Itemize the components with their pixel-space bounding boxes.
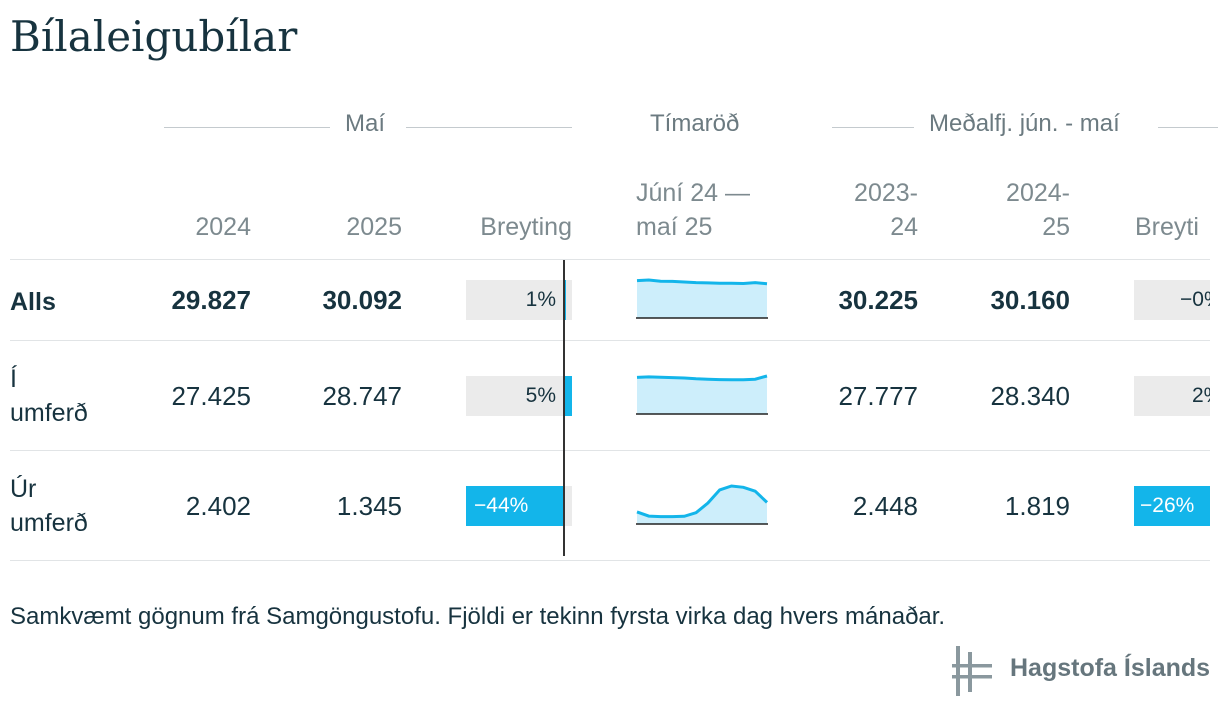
footnote: Samkvæmt gögnum frá Samgöngustofu. Fjöld… [10, 603, 946, 630]
change-bar-iumferd [564, 376, 572, 416]
row-separator [10, 259, 1210, 260]
row-alls-may-2024: 29.827 [171, 285, 251, 315]
sparkline-area [637, 280, 767, 318]
row-label-ur-umferd: Úr umferð [10, 475, 88, 537]
row-alls-avg-2425: 30.160 [990, 285, 1070, 315]
column-header-timarod: Júní 24 — maí 25 [636, 179, 750, 241]
avg-change-bar-bg: 2% [1134, 376, 1210, 416]
page-title: Bílaleigubílar [10, 12, 298, 61]
change-bar-alls [564, 280, 566, 320]
sparkline-iumferd [636, 374, 768, 415]
row-urumferd-avg-2324: 2.448 [852, 491, 918, 521]
change-bar-urumferd [466, 486, 564, 526]
change-label-urumferd: −44% [474, 494, 529, 517]
change-bar-bg [466, 376, 572, 416]
sparkline-area [637, 376, 767, 414]
avg-change-label-iumferd: 2% [1192, 384, 1210, 407]
sparkline-line [636, 374, 768, 382]
change-zero-axis [563, 260, 565, 556]
row-alls-avg-2324: 30.225 [838, 285, 918, 315]
sparkline-urumferd [636, 484, 768, 525]
row-separator [10, 560, 1210, 561]
row-iumferd-may-2025: 28.747 [322, 381, 402, 411]
row-iumferd-avg-2425: 28.340 [990, 381, 1070, 411]
row-urumferd-may-2025: 1.345 [336, 491, 402, 521]
row-label-i-umferd: Í umferð [10, 365, 88, 427]
group-header-medalfj: Meðalfj. jún. - maí [832, 110, 1218, 144]
row-separator [10, 340, 1210, 341]
row-alls-may-2025: 30.092 [322, 285, 402, 315]
avg-change-bar-bg: −0% [1134, 280, 1210, 320]
avg-change-label-urumferd: −26% [1140, 494, 1195, 517]
hagstofa-logo-icon [952, 646, 992, 696]
sparkline-line [636, 484, 768, 519]
change-label-alls: 1% [525, 288, 556, 311]
sparkline-alls [636, 278, 768, 319]
hagstofa-logo[interactable]: Hagstofa Íslands [952, 646, 1212, 696]
row-iumferd-avg-2324: 27.777 [838, 381, 918, 411]
change-label-iumferd: 5% [525, 384, 556, 407]
column-header-2025: 2025 [346, 213, 402, 241]
avg-change-bar-urumferd: −26% [1134, 486, 1210, 526]
column-header-breyting-avg: Breyti [1135, 213, 1199, 241]
column-header-breyting: Breyting [480, 213, 572, 241]
column-header-2023-24: 2023- 24 [854, 179, 918, 241]
sparkline-area [637, 486, 767, 524]
row-iumferd-may-2024: 27.425 [171, 381, 251, 411]
hagstofa-logo-text: Hagstofa Íslands [1010, 654, 1211, 682]
avg-change-label-alls: −0% [1180, 288, 1210, 311]
row-label-alls: Alls [10, 288, 56, 316]
column-header-2024: 2024 [195, 213, 251, 241]
row-separator [10, 450, 1210, 451]
column-header-2024-25: 2024- 25 [1006, 179, 1070, 241]
row-urumferd-may-2024: 2.402 [185, 491, 251, 521]
row-urumferd-avg-2425: 1.819 [1004, 491, 1070, 521]
group-header-timarod: Tímaröð [650, 110, 740, 137]
sparkline-line [636, 278, 768, 286]
group-header-mai: Maí [164, 110, 572, 144]
change-bar-bg [466, 280, 572, 320]
